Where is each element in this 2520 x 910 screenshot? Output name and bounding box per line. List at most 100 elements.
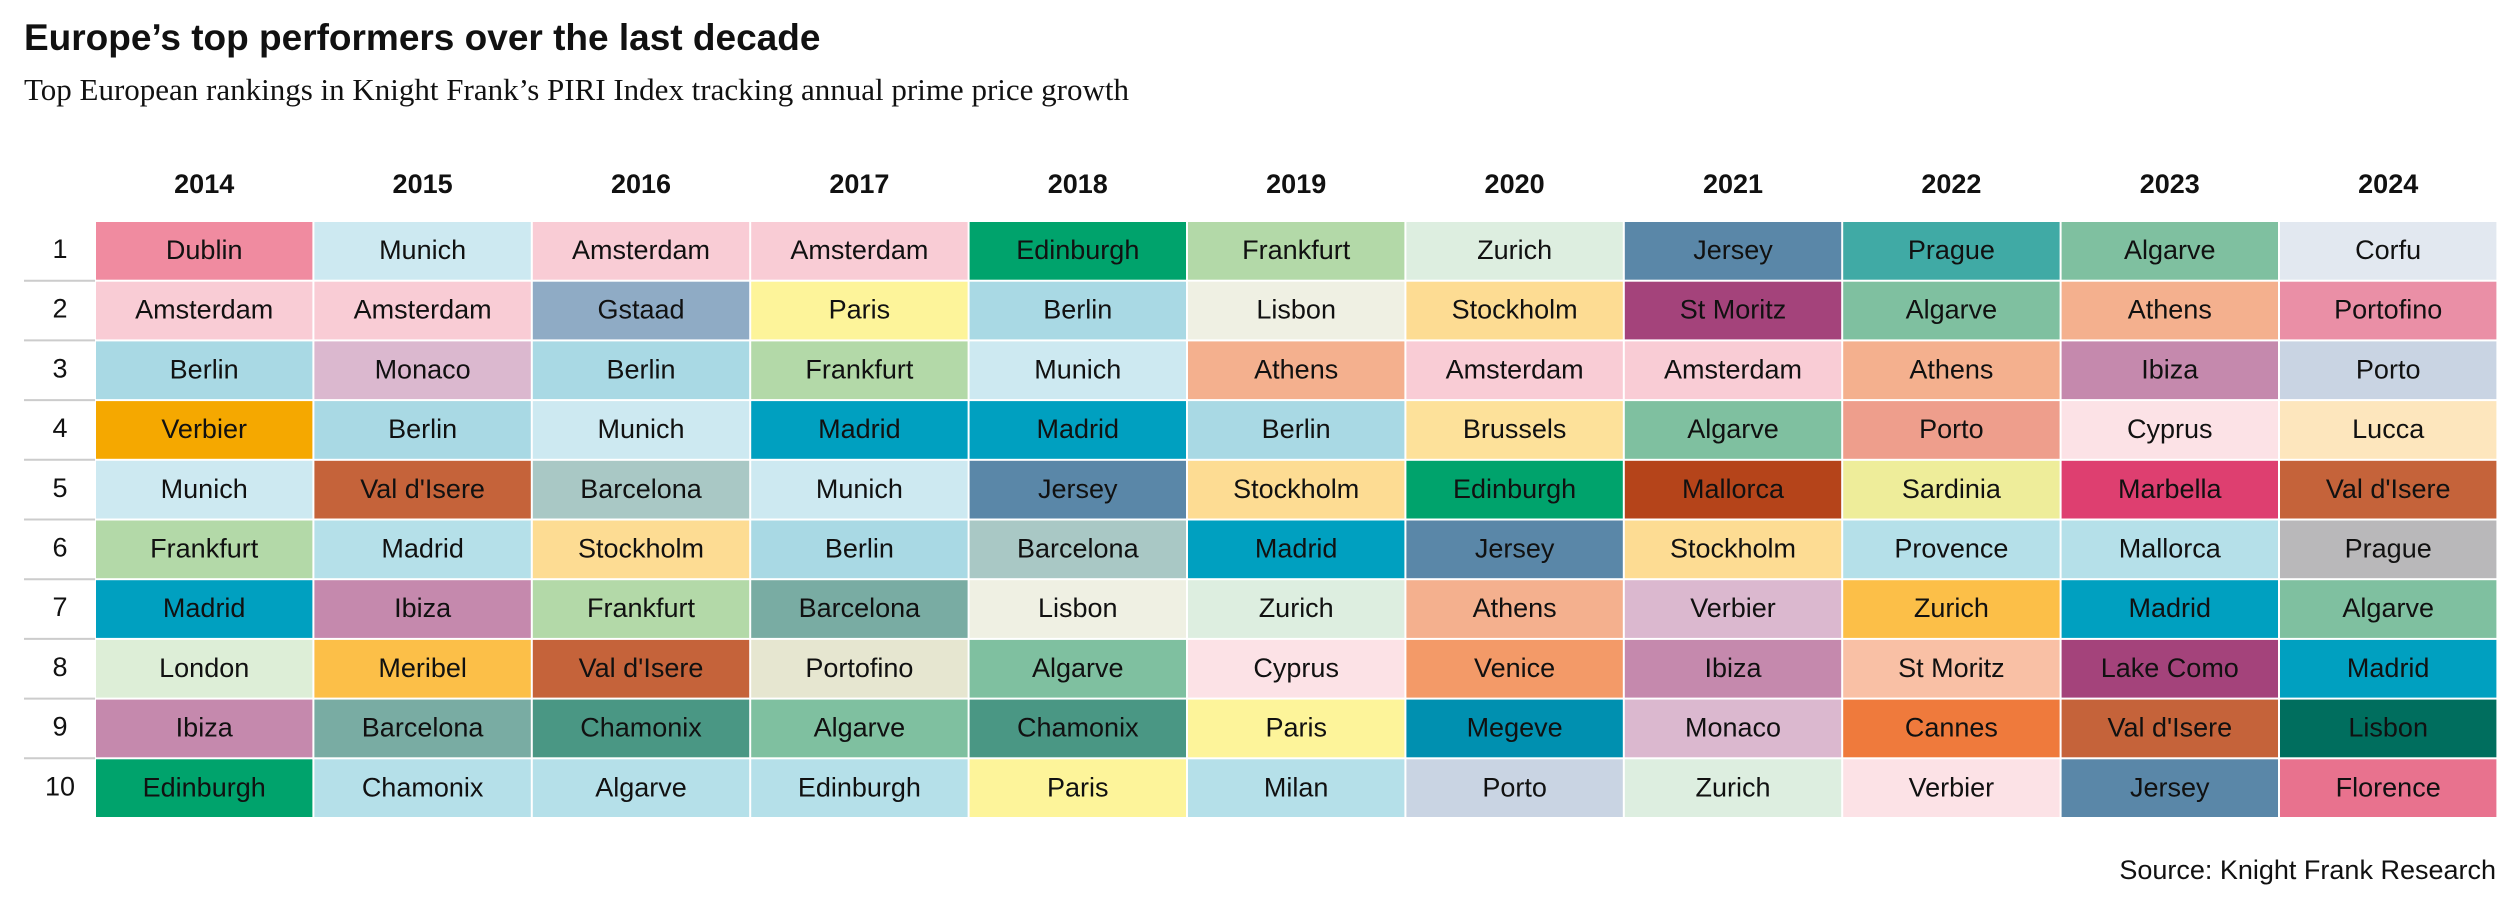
cell [1624, 460, 1842, 519]
city: Gstaad [597, 295, 684, 325]
cell [96, 460, 313, 519]
city: Meribel [378, 653, 467, 683]
city: Ibiza [176, 713, 234, 743]
city: Corfu [2355, 235, 2421, 265]
cell [1843, 699, 2060, 758]
cell [1188, 699, 1405, 758]
cell [969, 759, 1186, 817]
city: St Moritz [1680, 295, 1787, 325]
cell [1188, 341, 1405, 400]
cell [314, 460, 531, 519]
cell [1624, 281, 1842, 340]
cell [1406, 699, 1623, 758]
city: Val d'Isere [579, 653, 704, 683]
city: Marbella [2118, 474, 2223, 504]
city: Athens [1254, 354, 1338, 384]
cell [532, 639, 750, 698]
cell [1624, 759, 1842, 817]
city: Portofino [805, 653, 913, 683]
city: Edinburgh [1453, 474, 1576, 504]
cell [1406, 759, 1623, 817]
city: Berlin [388, 414, 457, 444]
cell [2061, 699, 2278, 758]
cell [2280, 460, 2497, 519]
city: Madrid [818, 414, 901, 444]
city: Munich [597, 414, 684, 444]
cell [1188, 401, 1405, 459]
cell [532, 281, 750, 340]
city: Barcelona [1017, 533, 1140, 563]
cell [751, 699, 968, 758]
title: Europe’s top performers over the last de… [24, 17, 820, 58]
cell [1624, 699, 1842, 758]
cell [2061, 222, 2278, 280]
cell [314, 580, 531, 638]
cell [969, 341, 1186, 400]
cell [2280, 281, 2497, 340]
cell [532, 759, 750, 817]
city: Cyprus [1253, 653, 1339, 683]
city: Berlin [1043, 295, 1112, 325]
column-header: 2016 [611, 169, 671, 199]
cell [1406, 401, 1623, 459]
city: Ibiza [394, 593, 452, 623]
city: Algarve [2342, 593, 2434, 623]
cell [751, 759, 968, 817]
cell [1843, 341, 2060, 400]
city: Megeve [1467, 713, 1563, 743]
city: Edinburgh [143, 772, 266, 802]
city: Porto [1482, 772, 1547, 802]
rank: 9 [52, 712, 67, 742]
city: Provence [1894, 533, 2008, 563]
cell [751, 281, 968, 340]
city: Monaco [1685, 713, 1781, 743]
cell [96, 759, 313, 817]
city: Madrid [163, 593, 246, 623]
city: Val d'Isere [360, 474, 485, 504]
city: Barcelona [799, 593, 922, 623]
city: Amsterdam [572, 235, 710, 265]
cell [96, 699, 313, 758]
cell [1843, 580, 2060, 638]
cell [1188, 460, 1405, 519]
city: Verbier [1690, 593, 1776, 623]
cell [1406, 639, 1623, 698]
city: Munich [161, 474, 248, 504]
cell [314, 341, 531, 400]
cell [2280, 341, 2497, 400]
city: Edinburgh [798, 772, 921, 802]
cell [2061, 580, 2278, 638]
cell [1624, 222, 1842, 280]
cell [969, 460, 1186, 519]
cell [96, 639, 313, 698]
cell [1188, 281, 1405, 340]
cell [532, 520, 750, 579]
rank: 10 [45, 771, 75, 801]
city: Monaco [375, 354, 471, 384]
cell [314, 222, 531, 280]
city: Jersey [1693, 235, 1773, 265]
city: Verbier [161, 414, 247, 444]
cell [751, 222, 968, 280]
cell [1188, 580, 1405, 638]
cell [1843, 520, 2060, 579]
city: Madrid [1037, 414, 1120, 444]
cell [1843, 639, 2060, 698]
city: Zurich [1914, 593, 1989, 623]
city: Prague [1908, 235, 1995, 265]
city: Val d'Isere [2107, 713, 2232, 743]
rank: 7 [52, 592, 67, 622]
city: Val d'Isere [2326, 474, 2451, 504]
city: Munich [816, 474, 903, 504]
column-header: 2024 [2358, 169, 2418, 199]
cell [2061, 520, 2278, 579]
city: Berlin [606, 354, 675, 384]
column-header: 2015 [393, 169, 453, 199]
city: Porto [2356, 354, 2421, 384]
cell [751, 580, 968, 638]
city: Barcelona [580, 474, 703, 504]
city: Zurich [1695, 772, 1770, 802]
city: Paris [829, 295, 891, 325]
column-header: 2014 [174, 169, 234, 199]
